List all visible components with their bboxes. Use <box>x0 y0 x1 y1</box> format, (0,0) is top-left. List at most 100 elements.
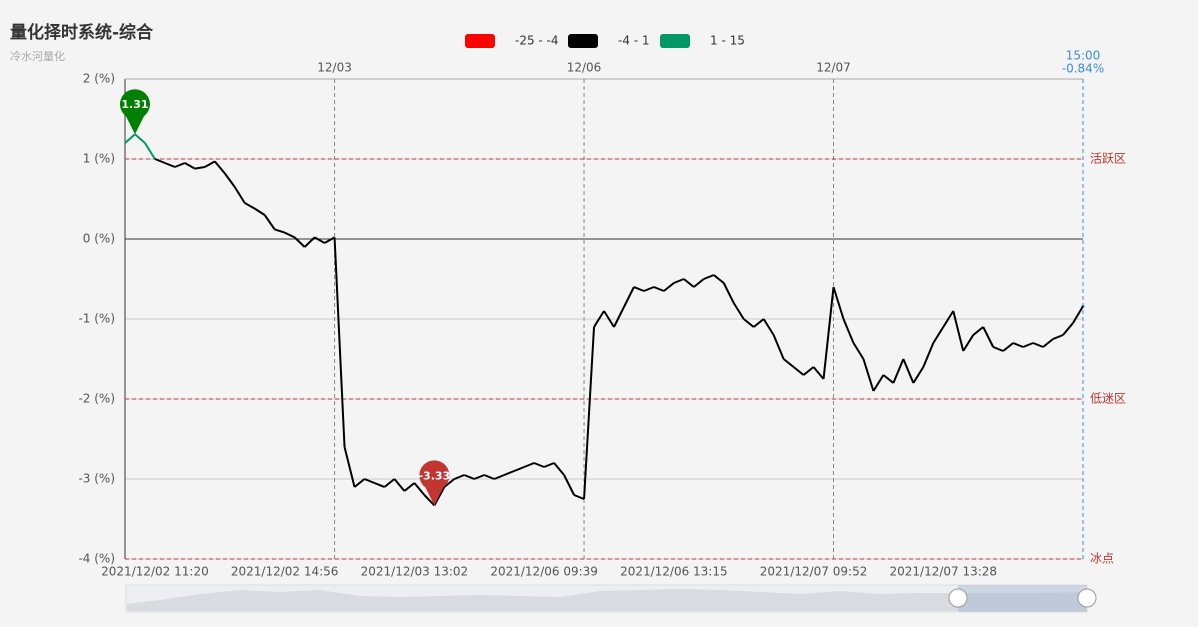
line-segment <box>972 326 984 336</box>
mark-line-label: 活跃区 <box>1090 152 1126 166</box>
line-segment <box>862 358 875 392</box>
line-segment <box>254 207 266 216</box>
y-tick-label: -3 (%) <box>78 472 115 486</box>
legend-swatch <box>568 34 598 48</box>
line-segment <box>553 462 565 476</box>
line-segment <box>892 358 905 384</box>
chart-subtitle: 冷水河量化 <box>10 49 65 63</box>
line-segment <box>184 162 196 170</box>
line-segment <box>693 278 705 288</box>
legend-label: 1 - 15 <box>710 34 745 48</box>
line-segment <box>842 318 855 344</box>
data-zoom[interactable] <box>125 584 1097 613</box>
line-segment <box>233 186 246 204</box>
line-segment <box>802 366 815 376</box>
y-tick-label: 0 (%) <box>83 232 115 246</box>
line-segment <box>124 133 136 144</box>
line-segment <box>293 236 306 248</box>
line-segment <box>1002 342 1014 352</box>
line-segment <box>583 326 596 500</box>
line-segment <box>303 236 316 248</box>
line-segment <box>713 274 725 284</box>
x-top-label: 12/06 <box>567 61 602 75</box>
line-segment <box>942 310 955 328</box>
line-segment <box>433 486 446 506</box>
line-segment <box>473 474 485 480</box>
line-segment <box>753 318 765 328</box>
legend-swatch <box>465 34 495 48</box>
line-segment <box>463 474 475 480</box>
line-segment <box>722 282 735 304</box>
x-tick-label: 2021/12/02 11:20 <box>101 565 209 579</box>
legend-label: -4 - 1 <box>618 34 650 48</box>
x-tick-label: 2021/12/03 13:02 <box>361 565 469 579</box>
line-segment <box>274 228 285 234</box>
line-segment <box>912 366 925 384</box>
line-segment <box>194 166 205 170</box>
line-segment <box>423 494 436 507</box>
line-segment <box>543 462 555 468</box>
line-segment <box>1062 322 1074 336</box>
line-segment <box>453 474 465 480</box>
line-segment <box>872 374 885 392</box>
end-time: 15:00 <box>1066 49 1101 63</box>
line-segment <box>932 326 945 344</box>
x-top-label: 12/07 <box>816 61 851 75</box>
line-segment <box>603 310 615 328</box>
line-segment <box>902 358 915 384</box>
line-segment <box>982 326 995 348</box>
line-segment <box>343 446 356 488</box>
line-segment <box>643 286 655 292</box>
line-segment <box>782 358 795 368</box>
y-tick-label: -4 (%) <box>78 552 115 566</box>
line-segment <box>613 306 625 328</box>
line-segment <box>673 278 685 284</box>
zoom-preview <box>127 589 1086 611</box>
line-segment <box>703 274 715 280</box>
mark-pin-label: 1.31 <box>121 98 148 111</box>
line-segment <box>134 133 146 144</box>
line-segment <box>882 374 895 384</box>
line-segment <box>1032 342 1044 348</box>
legend-swatch <box>660 34 690 48</box>
line-segment <box>593 310 605 328</box>
line-segment <box>1042 338 1054 348</box>
line-segment <box>383 478 396 488</box>
line-segment <box>164 162 176 168</box>
y-tick-label: -1 (%) <box>78 312 115 326</box>
x-top-label: 12/03 <box>317 61 352 75</box>
zoom-handle[interactable] <box>948 588 968 608</box>
line-segment <box>822 286 835 380</box>
x-tick-label: 2021/12/07 09:52 <box>760 565 868 579</box>
mark-line-label: 冰点 <box>1090 552 1114 566</box>
line-segment <box>223 172 236 188</box>
x-tick-label: 2021/12/07 13:28 <box>890 565 998 579</box>
line-segment <box>812 366 825 380</box>
end-value: -0.84% <box>1062 62 1104 76</box>
line-segment <box>393 478 406 492</box>
line-segment <box>523 462 535 468</box>
zoom-window[interactable] <box>958 585 1087 612</box>
line-segment <box>743 318 755 328</box>
line-segment <box>792 366 805 376</box>
line-segment <box>324 236 336 244</box>
line-segment <box>1022 342 1034 348</box>
line-segment <box>533 462 545 468</box>
line-segment <box>364 478 375 484</box>
line-segment <box>214 160 226 175</box>
legend-label: -25 - -4 <box>515 34 559 48</box>
zoom-handle[interactable] <box>1077 588 1097 608</box>
y-tick-label: 2 (%) <box>83 72 115 86</box>
chart-title: 量化择时系统-综合 <box>10 22 154 43</box>
x-tick-label: 2021/12/06 09:39 <box>490 565 598 579</box>
x-tick-label: 2021/12/02 14:56 <box>231 565 339 579</box>
line-segment <box>144 142 156 160</box>
line-segment <box>663 282 675 292</box>
line-segment <box>333 237 346 448</box>
line-segment <box>204 160 216 168</box>
line-segment <box>623 286 635 308</box>
line-segment <box>443 478 455 488</box>
line-segment <box>1052 334 1064 340</box>
line-segment <box>413 482 426 496</box>
